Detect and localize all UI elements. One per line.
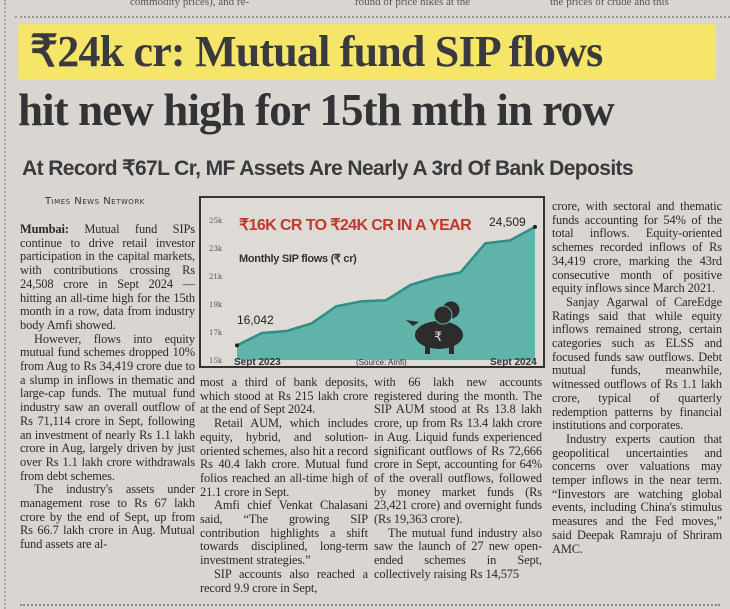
area-fill [237, 226, 535, 360]
chart-title: ₹16K CR TO ₹24K CR IN A YEAR [239, 217, 472, 234]
paragraph: crore, with sectoral and thematic funds … [552, 199, 722, 296]
svg-text:₹: ₹ [434, 329, 442, 344]
dateline: Mumbai: [20, 222, 69, 236]
y-tick-label: 25k [209, 217, 223, 225]
strip-text: the prices of crude and this [550, 0, 669, 8]
paragraph: Mutual fund SIPs continue to drive retai… [20, 222, 195, 332]
headline-highlight: ₹24k cr: Mutual fund SIP flows [18, 24, 716, 80]
strip-text: commodity prices), and re- [130, 0, 250, 8]
end-value-label: 24,509 [489, 215, 526, 229]
paragraph: SIP accounts also reached a record 9.9 c… [200, 566, 368, 595]
sip-flows-chart: 25k 23k 21k 19k 17k 15k ₹16K CR TO ₹24K CR IN … [199, 196, 545, 368]
paragraph: The mutual fund industry also saw the la… [374, 525, 542, 581]
paragraph: Retail AUM, which includes equity, hybri… [200, 416, 368, 499]
paragraph: Amfi chief Venkat Chalasani said, “The g… [200, 498, 368, 568]
column-2: most a third of bank deposits, which sto… [200, 375, 368, 595]
divider [20, 604, 720, 606]
y-tick-label: 21k [209, 273, 223, 281]
y-tick-label: 23k [209, 245, 223, 253]
data-point [533, 224, 537, 229]
headline: ₹24k cr: Mutual fund SIP flows [30, 27, 603, 76]
subheadline: At Record ₹67L Cr, MF Assets Are Nearly … [22, 157, 634, 180]
x-start-label: Sept 2023 [234, 357, 281, 366]
divider [15, 16, 730, 18]
series-line [236, 225, 536, 347]
y-tick-label: 19k [209, 301, 223, 309]
y-tick-label: 17k [209, 329, 223, 337]
column-4: crore, with sectoral and thematic funds … [552, 199, 722, 556]
byline: Times News Network [45, 196, 145, 207]
column-divider [4, 0, 6, 609]
x-end-label: Sept 2024 [490, 357, 537, 366]
chart-subtitle: Monthly SIP flows (₹ cr) [239, 253, 357, 265]
column-3: with 66 lakh new accounts registered dur… [374, 375, 542, 582]
column-1: Mumbai: Mutual fund SIPs continue to dri… [20, 222, 195, 552]
strip-text: round of price hikes at the [355, 0, 471, 8]
previous-article-strip: commodity prices), and re- round of pric… [20, 0, 720, 10]
paragraph: with 66 lakh new accounts registered dur… [374, 375, 542, 527]
paragraph: The industry's assets under management r… [20, 482, 195, 552]
data-point [235, 343, 239, 348]
start-value-label: 16,042 [237, 313, 274, 327]
y-tick-label: 15k [209, 357, 223, 365]
paragraph: However, flows into equity mutual fund s… [20, 331, 195, 483]
piggy-bank-rupee-icon: ₹ [406, 300, 463, 354]
paragraph: Sanjay Agarwal of CareEdge Ratings said … [552, 294, 722, 433]
chart-svg: 25k 23k 21k 19k 17k 15k ₹16K CR TO ₹24K CR IN … [209, 215, 537, 368]
paragraph: Industry experts caution that geopolitic… [552, 431, 722, 556]
source-label: (Source: Amfi) [356, 358, 407, 366]
headline-line2: hit new high for 15th mth in row [18, 85, 615, 135]
paragraph: most a third of bank deposits, which sto… [200, 375, 368, 417]
